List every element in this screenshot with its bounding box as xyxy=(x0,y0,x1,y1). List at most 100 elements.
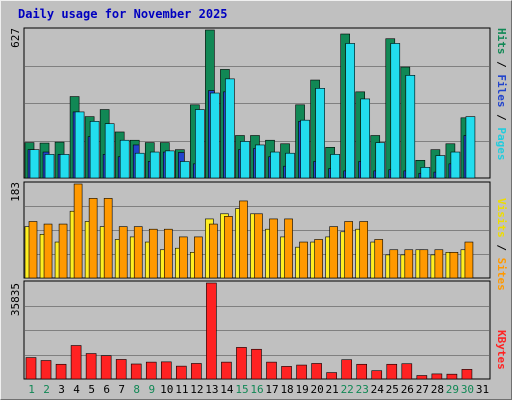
bar-sites xyxy=(254,213,263,279)
bar-kbytes xyxy=(401,363,413,380)
bar-pages xyxy=(164,150,175,179)
y-max-label-visits: 183 xyxy=(9,182,22,202)
x-tick-label: 13 xyxy=(205,383,218,396)
bar-pages xyxy=(180,161,190,179)
bar-pages xyxy=(405,75,416,179)
bar-kbytes xyxy=(446,373,458,380)
y-max-label-hits: 627 xyxy=(9,28,22,48)
bar-sites xyxy=(314,239,323,279)
x-tick-label: 21 xyxy=(326,383,339,396)
bar-pages xyxy=(255,144,265,179)
bar-pages xyxy=(59,154,70,179)
bar-sites xyxy=(133,226,143,279)
bar-pages xyxy=(74,111,85,179)
bar-kbytes xyxy=(416,375,428,380)
bar-kbytes xyxy=(356,363,368,380)
bar-sites xyxy=(449,252,459,279)
bar-kbytes xyxy=(176,365,187,380)
bar-pages xyxy=(225,78,235,179)
x-tick-label: 22 xyxy=(341,383,354,396)
x-tick-label: 15 xyxy=(235,383,248,396)
bar-kbytes xyxy=(70,345,82,380)
x-tick-label: 14 xyxy=(220,383,234,396)
bar-pages xyxy=(375,142,386,179)
bar-pages xyxy=(315,88,325,179)
bar-sites xyxy=(239,200,248,279)
x-tick-label: 31 xyxy=(476,383,489,396)
legend-visits: Visits xyxy=(495,198,508,238)
bar-kbytes xyxy=(326,372,337,380)
x-tick-label: 23 xyxy=(356,383,369,396)
bar-kbytes xyxy=(431,373,443,380)
bar-pages xyxy=(390,43,401,179)
bar-kbytes xyxy=(25,357,37,380)
bar-kbytes xyxy=(130,363,142,380)
bar-sites xyxy=(419,249,429,279)
bar-sites xyxy=(43,223,53,279)
bar-pages xyxy=(29,149,40,179)
bar-pages xyxy=(345,43,355,179)
legend-sep-1: / xyxy=(495,54,508,75)
bar-pages xyxy=(360,98,371,179)
bar-kbytes xyxy=(341,359,352,380)
x-tick-label: 26 xyxy=(401,383,414,396)
bar-pages xyxy=(300,119,310,179)
bar-kbytes xyxy=(266,361,277,380)
x-tick-label: 16 xyxy=(250,383,263,396)
bar-sites xyxy=(374,239,384,279)
x-tick-label: 7 xyxy=(118,383,125,396)
x-tick-label: 20 xyxy=(311,383,324,396)
bar-pages xyxy=(330,154,340,179)
bar-kbytes xyxy=(461,369,473,380)
bar-sites xyxy=(359,221,369,279)
bar-kbytes xyxy=(221,361,232,380)
bar-kbytes xyxy=(160,361,172,380)
bar-pages xyxy=(450,151,461,179)
bar-sites xyxy=(28,221,38,279)
bar-kbytes xyxy=(281,366,292,380)
bar-kbytes xyxy=(386,363,398,380)
bar-kbytes xyxy=(251,348,262,380)
x-tick-label: 8 xyxy=(133,383,140,396)
x-tick-label: 9 xyxy=(148,383,155,396)
bar-sites xyxy=(103,198,113,279)
x-tick-label: 4 xyxy=(73,383,80,396)
x-tick-label: 25 xyxy=(386,383,399,396)
bar-kbytes xyxy=(206,282,217,380)
bar-kbytes xyxy=(191,363,202,380)
bar-sites xyxy=(404,249,414,279)
bar-pages xyxy=(149,151,160,179)
x-tick-label: 5 xyxy=(88,383,95,396)
y-max-label-kbytes: 35835 xyxy=(9,283,22,316)
bar-sites xyxy=(118,226,128,279)
bar-sites xyxy=(389,249,399,279)
x-tick-label: 2 xyxy=(43,383,50,396)
bar-kbytes xyxy=(145,361,157,380)
legend-kbytes-label: KBytes xyxy=(495,330,508,370)
bar-sites xyxy=(209,223,218,279)
bar-pages xyxy=(89,121,100,179)
bar-kbytes xyxy=(311,363,322,380)
x-tick-label: 18 xyxy=(280,383,293,396)
bar-kbytes xyxy=(55,363,67,380)
chart-title: Daily usage for November 2025 xyxy=(18,7,228,21)
bar-pages xyxy=(465,116,476,179)
bar-sites xyxy=(73,183,83,279)
bar-sites xyxy=(299,241,308,279)
bar-kbytes xyxy=(100,355,112,380)
bar-sites xyxy=(464,241,474,279)
x-tick-label: 10 xyxy=(160,383,173,396)
x-tick-label: 30 xyxy=(461,383,474,396)
bar-pages xyxy=(104,123,115,179)
bar-kbytes xyxy=(40,360,52,380)
bar-pages xyxy=(285,152,295,179)
legend-visits-sites: Visits / Sites xyxy=(495,198,508,291)
legend-sep-3: / xyxy=(495,237,508,258)
x-tick-label: 1 xyxy=(28,383,35,396)
x-tick-label: 28 xyxy=(431,383,444,396)
bar-sites xyxy=(194,236,203,279)
bar-kbytes xyxy=(371,370,383,380)
x-tick-label: 6 xyxy=(103,383,110,396)
bar-sites xyxy=(224,216,233,279)
bar-pages xyxy=(270,151,280,179)
